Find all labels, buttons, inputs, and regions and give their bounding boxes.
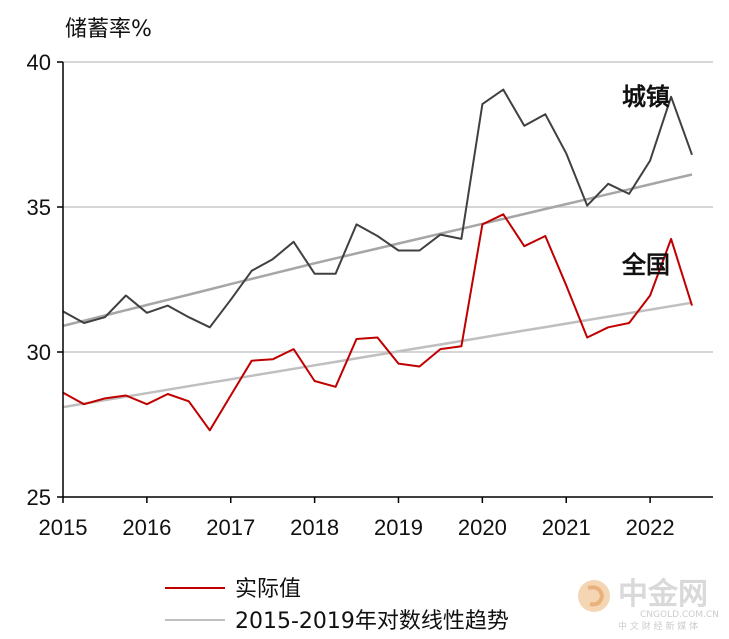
- y-axis-ticks: 25 30 35 40: [27, 50, 63, 510]
- y-tick-label: 35: [27, 195, 51, 220]
- y-tick-label: 30: [27, 340, 51, 365]
- watermark-domain: CNGOLD.COM.CN: [640, 610, 719, 620]
- annotation-urban: 城镇: [622, 83, 670, 111]
- x-tick-label: 2020: [458, 515, 507, 540]
- y-tick-label: 25: [27, 485, 51, 510]
- x-tick-label: 2016: [122, 515, 171, 540]
- x-tick-label: 2022: [626, 515, 675, 540]
- watermark-slogan: 中 文 财 经 新 媒 体: [618, 620, 698, 632]
- legend-label-trend: 2015-2019年对数线性趋势: [235, 609, 509, 634]
- y-tick-label: 40: [27, 50, 51, 75]
- series-line-national: [62, 213, 693, 432]
- x-axis-ticks: 2015 2016 2017 2018 2019 2020 2021 2022: [39, 497, 675, 540]
- legend: 实际值 2015-2019年对数线性趋势: [165, 577, 509, 634]
- x-tick-label: 2015: [39, 515, 88, 540]
- x-tick-label: 2019: [374, 515, 423, 540]
- series-line-urban-trend: [62, 173, 693, 328]
- watermark-logo-icon: [578, 580, 610, 612]
- series-lines: [62, 88, 693, 432]
- watermark: 中金网 CNGOLD.COM.CN 中 文 财 经 新 媒 体: [578, 577, 719, 632]
- annotation-national: 全国: [621, 251, 670, 279]
- y-axis-title: 储蓄率%: [65, 17, 152, 42]
- x-tick-label: 2021: [542, 515, 591, 540]
- legend-label-actual: 实际值: [235, 577, 301, 602]
- series-line-national-trend: [62, 301, 693, 409]
- watermark-name: 中金网: [618, 577, 708, 612]
- x-tick-label: 2018: [290, 515, 339, 540]
- x-tick-label: 2017: [206, 515, 255, 540]
- series-line-urban: [62, 88, 693, 329]
